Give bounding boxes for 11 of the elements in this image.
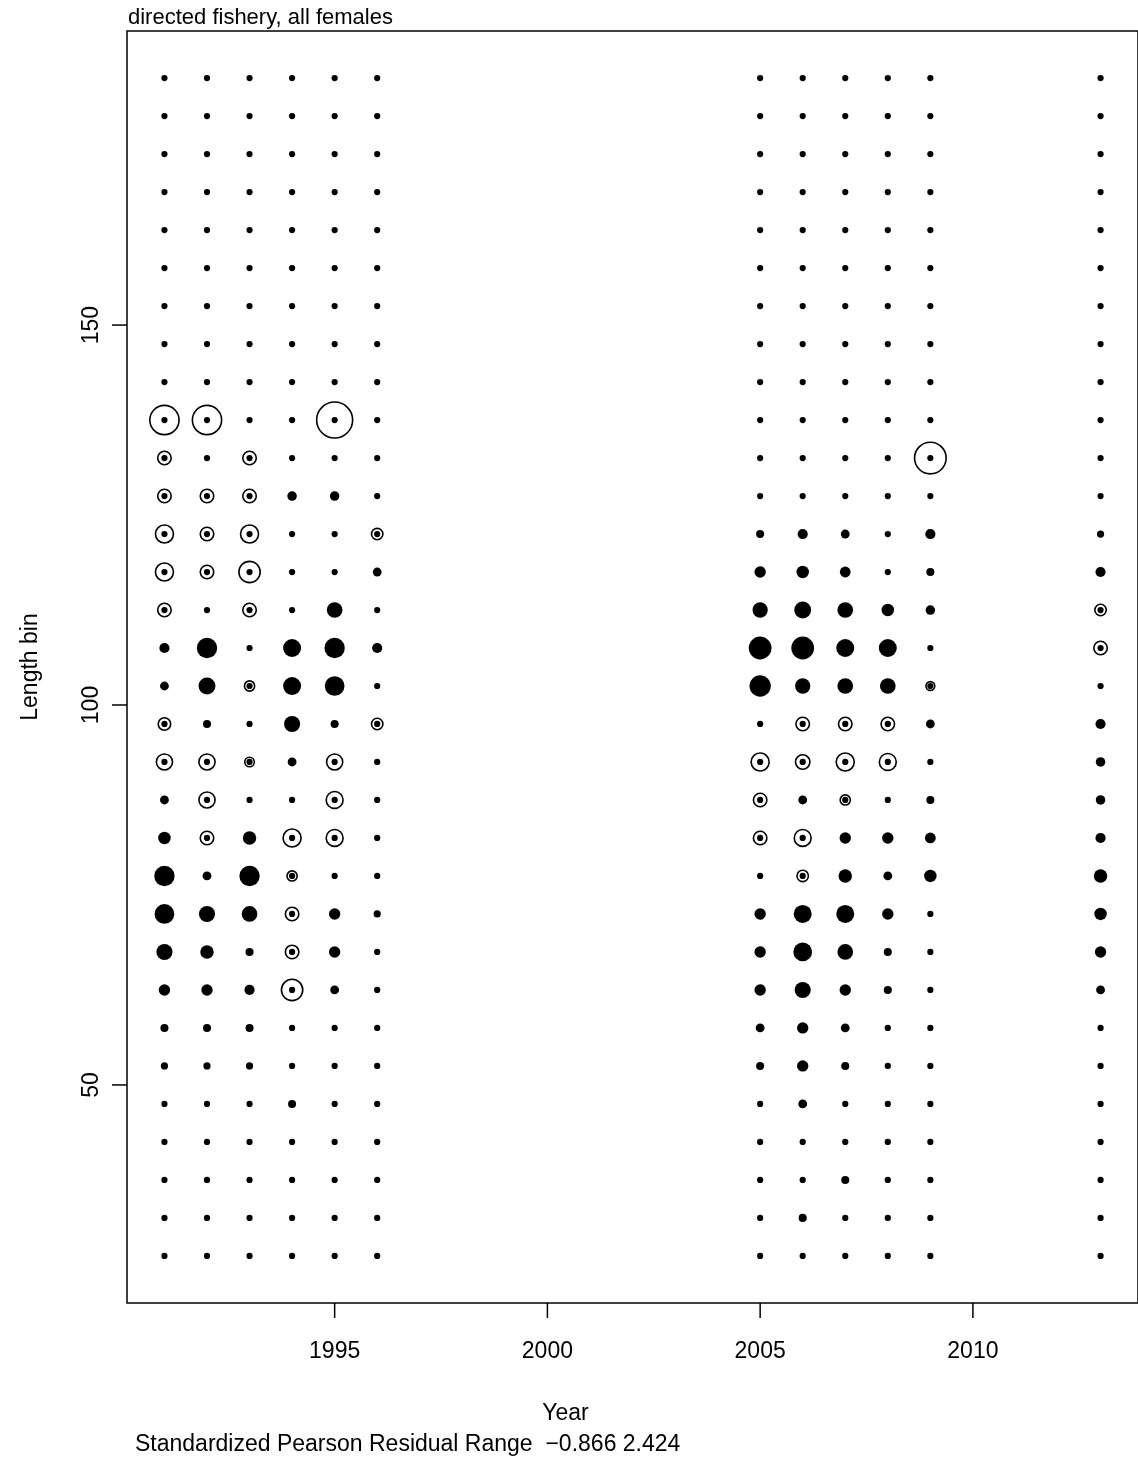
- x-tick-label: 1995: [309, 1337, 361, 1363]
- x-tick-label: 2005: [734, 1337, 786, 1363]
- y-axis-title: Length bin: [16, 613, 42, 721]
- x-tick-label: 2010: [947, 1337, 999, 1363]
- y-tick-label: 150: [77, 305, 103, 345]
- y-tick-label: 50: [77, 1072, 103, 1098]
- x-tick-label: 2000: [521, 1337, 573, 1363]
- text: Standardized Pearson Residual Range −0.866 2.424: [135, 1430, 681, 1456]
- y-tick-label: 100: [77, 685, 103, 725]
- chart-title: directed fishery, all females: [128, 4, 393, 29]
- x-axis-title: Year: [542, 1399, 590, 1425]
